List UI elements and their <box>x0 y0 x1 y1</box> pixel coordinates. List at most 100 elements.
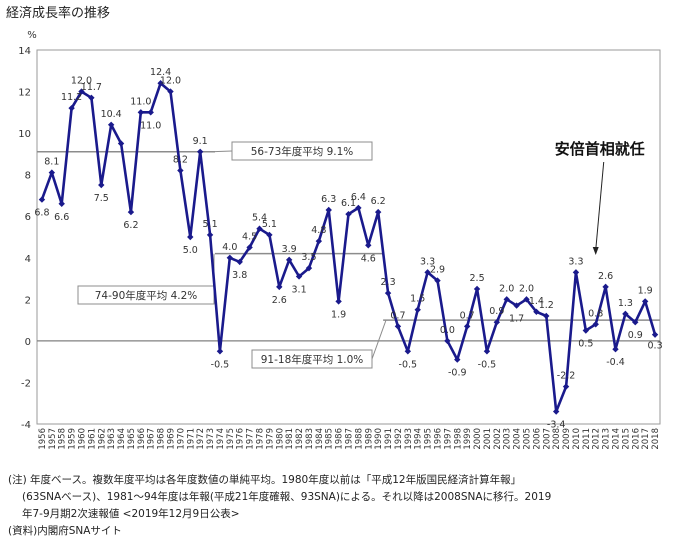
source-note: (資料)内閣府SNAサイト <box>8 525 122 537</box>
data-label: 6.1 <box>341 198 356 209</box>
data-point <box>48 169 56 176</box>
x-tick-label: 2016 <box>631 428 641 450</box>
data-point <box>325 206 332 214</box>
data-label: 2.0 <box>519 283 534 294</box>
data-point <box>157 80 164 87</box>
data-label: 6.2 <box>123 220 138 231</box>
x-tick-label: 1996 <box>434 428 444 450</box>
y-tick-label: 0 <box>25 337 31 348</box>
data-label: -3.4 <box>547 420 566 431</box>
data-point <box>543 312 550 320</box>
x-tick-label: 1979 <box>265 428 275 450</box>
x-tick-label: 1993 <box>404 428 414 450</box>
x-tick-label: 1969 <box>167 428 177 450</box>
data-point <box>246 244 253 251</box>
y-tick-label: 4 <box>25 254 31 265</box>
data-label: 3.3 <box>568 256 583 267</box>
data-label: 6.4 <box>351 192 366 203</box>
data-point <box>404 348 412 355</box>
x-tick-label: 2001 <box>483 428 493 450</box>
data-point <box>622 310 629 318</box>
data-label: 11.0 <box>130 96 151 107</box>
x-tick-label: 1961 <box>87 428 97 450</box>
data-label: 12.0 <box>160 76 181 87</box>
x-tick-label: 1966 <box>137 428 147 450</box>
data-label: -0.5 <box>399 359 418 370</box>
data-label: 10.4 <box>101 109 122 120</box>
data-label: -0.5 <box>211 359 230 370</box>
data-point <box>315 237 323 245</box>
data-point <box>533 308 540 315</box>
data-label: -0.9 <box>448 368 467 379</box>
y-tick-label: 10 <box>18 129 31 140</box>
average-label-box <box>251 349 373 369</box>
note-line-3: 年7-9月期2次速報値 <2019年12月9日公表> <box>22 508 240 520</box>
x-tick-label: 1974 <box>216 428 226 450</box>
data-point <box>266 231 273 239</box>
x-tick-label: 1987 <box>345 428 355 450</box>
data-label: 4.6 <box>361 253 376 264</box>
data-label: 6.2 <box>371 196 386 207</box>
data-point <box>285 256 293 264</box>
data-point <box>552 408 560 415</box>
y-tick-label: 8 <box>25 171 31 182</box>
x-tick-label: 2000 <box>473 428 483 450</box>
x-tick-label: 1984 <box>315 428 325 450</box>
x-tick-label: 1992 <box>394 428 404 450</box>
data-point <box>503 296 510 303</box>
data-label: 5.1 <box>203 219 218 230</box>
data-label: 1.9 <box>638 285 653 296</box>
data-point <box>187 233 194 241</box>
data-point <box>196 148 204 156</box>
data-point <box>137 109 145 116</box>
data-label: 6.6 <box>54 212 69 223</box>
x-tick-label: 1973 <box>206 428 216 450</box>
data-label: 0.0 <box>440 325 455 336</box>
data-point <box>305 264 313 272</box>
data-point <box>88 94 95 101</box>
data-label: 2.5 <box>470 273 485 284</box>
data-point <box>295 273 303 280</box>
data-point <box>641 298 649 305</box>
data-point <box>167 88 174 95</box>
data-label: 0.7 <box>390 310 405 321</box>
y-tick-label: 12 <box>18 88 31 99</box>
y-tick-label: 6 <box>25 212 31 223</box>
x-tick-label: 1982 <box>295 428 305 450</box>
data-point <box>78 88 85 95</box>
data-label: 3.1 <box>292 284 307 295</box>
x-tick-label: 1962 <box>97 428 107 450</box>
average-label: 56-73年度平均 9.1% <box>251 145 354 158</box>
x-tick-label: 1963 <box>107 428 117 450</box>
data-label: 1.9 <box>331 309 346 320</box>
data-label: 0.8 <box>588 308 603 319</box>
x-tick-label: 1964 <box>117 428 127 450</box>
data-point <box>216 348 224 355</box>
x-tick-label: 2005 <box>523 428 533 450</box>
x-tick-label: 2014 <box>612 428 622 450</box>
x-tick-label: 2003 <box>503 428 513 450</box>
data-point <box>523 296 530 303</box>
data-point <box>582 327 590 334</box>
data-point <box>345 210 352 218</box>
annotation-arrow-line <box>595 161 605 251</box>
x-tick-label: 2015 <box>621 428 631 450</box>
note-line-1: (注) 年度ベース。複数年度平均は各年度数値の単純平均。1980年度以前は「平成… <box>8 474 522 486</box>
x-tick-label: 1965 <box>127 428 137 450</box>
x-tick-label: 1972 <box>196 428 206 450</box>
data-label: 2.9 <box>430 265 445 276</box>
data-label: 0.3 <box>648 341 663 352</box>
data-label: 12.0 <box>71 76 92 87</box>
x-tick-label: 1988 <box>354 428 364 450</box>
data-point <box>206 231 214 239</box>
data-point <box>58 200 65 207</box>
data-point <box>38 196 46 203</box>
data-label: 0.9 <box>489 306 504 317</box>
plot-frame <box>36 49 661 425</box>
data-label: 2.3 <box>381 277 396 288</box>
growth-rate-chart: % -4 -2 0 2 4 6 8 10 12 14 56-73年度平均 9.1% 74-90年度平均 … <box>18 30 663 450</box>
x-tick-label: 1977 <box>246 428 256 450</box>
x-tick-label: 1989 <box>364 428 374 450</box>
data-point <box>513 302 520 309</box>
x-tick-label: 2017 <box>641 428 651 450</box>
